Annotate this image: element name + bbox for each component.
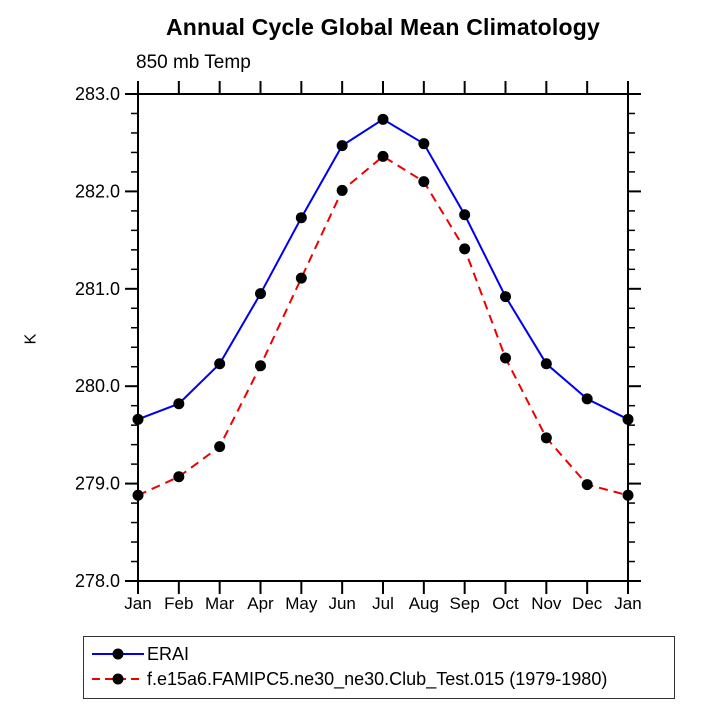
data-point-marker [214, 358, 226, 370]
data-point-marker [622, 489, 634, 501]
data-point-marker [336, 184, 348, 196]
legend-item-model: f.e15a6.FAMIPC5.ne30_ne30.Club_Test.015 … [90, 667, 668, 691]
legend-marker-erai [112, 648, 124, 660]
legend-box: ERAI f.e15a6.FAMIPC5.ne30_ne30.Club_Test… [83, 636, 675, 699]
data-point-marker [459, 243, 471, 255]
data-point-marker [132, 489, 144, 501]
legend-item-erai: ERAI [90, 642, 668, 666]
y-tick-label: 280.0 [75, 376, 120, 396]
x-tick-label: Mar [205, 594, 235, 613]
data-point-marker [173, 471, 185, 483]
data-point-marker [377, 113, 389, 125]
x-tick-label: Jan [124, 594, 151, 613]
data-point-marker [255, 288, 266, 300]
data-point-marker [173, 398, 185, 410]
legend-swatch-dashed-line [92, 673, 144, 685]
x-tick-label: Nov [531, 594, 562, 613]
data-point-marker [336, 140, 348, 152]
x-tick-label: Sep [450, 594, 480, 613]
y-tick-label: 282.0 [75, 181, 120, 201]
x-tick-label: Oct [492, 594, 519, 613]
data-point-marker [500, 352, 511, 364]
data-point-marker [418, 138, 430, 150]
data-point-marker [540, 432, 552, 444]
data-point-marker [418, 176, 430, 188]
chart-subtitle-left: 850 mb Temp [136, 52, 251, 73]
x-tick-label: Aug [409, 594, 439, 613]
data-point-marker [255, 360, 266, 372]
data-point-marker [377, 150, 389, 162]
data-point-marker [581, 479, 593, 491]
legend-marker-model [112, 673, 124, 685]
x-tick-label: Jul [372, 594, 394, 613]
data-point-marker [540, 358, 552, 370]
chart-title: Annual Cycle Global Mean Climatology [165, 14, 601, 40]
legend-label-erai: ERAI [147, 643, 190, 664]
x-tick-label: Dec [572, 594, 603, 613]
data-point-marker [622, 413, 634, 425]
plot-frame [137, 93, 629, 582]
legend-label-model: f.e15a6.FAMIPC5.ne30_ne30.Club_Test.015 … [147, 668, 608, 689]
x-tick-label: May [285, 594, 318, 613]
legend-swatch-solid-line [92, 648, 144, 660]
data-point-marker [214, 441, 226, 453]
x-tick-label: Jan [614, 594, 641, 613]
y-tick-label: 283.0 [75, 84, 120, 104]
data-point-marker [132, 413, 144, 425]
data-point-marker [500, 291, 511, 303]
y-tick-label: 279.0 [75, 474, 120, 494]
data-point-marker [295, 212, 307, 224]
x-tick-label: Apr [247, 594, 274, 613]
data-point-marker [581, 393, 593, 405]
x-tick-label: Feb [164, 594, 193, 613]
x-tick-label: Jun [328, 594, 355, 613]
data-point-marker [295, 272, 307, 284]
y-tick-label: 278.0 [75, 571, 120, 591]
data-point-marker [459, 209, 471, 221]
series-line-0 [137, 118, 629, 421]
y-tick-label: 281.0 [75, 279, 120, 299]
series-line-1 [137, 155, 629, 497]
